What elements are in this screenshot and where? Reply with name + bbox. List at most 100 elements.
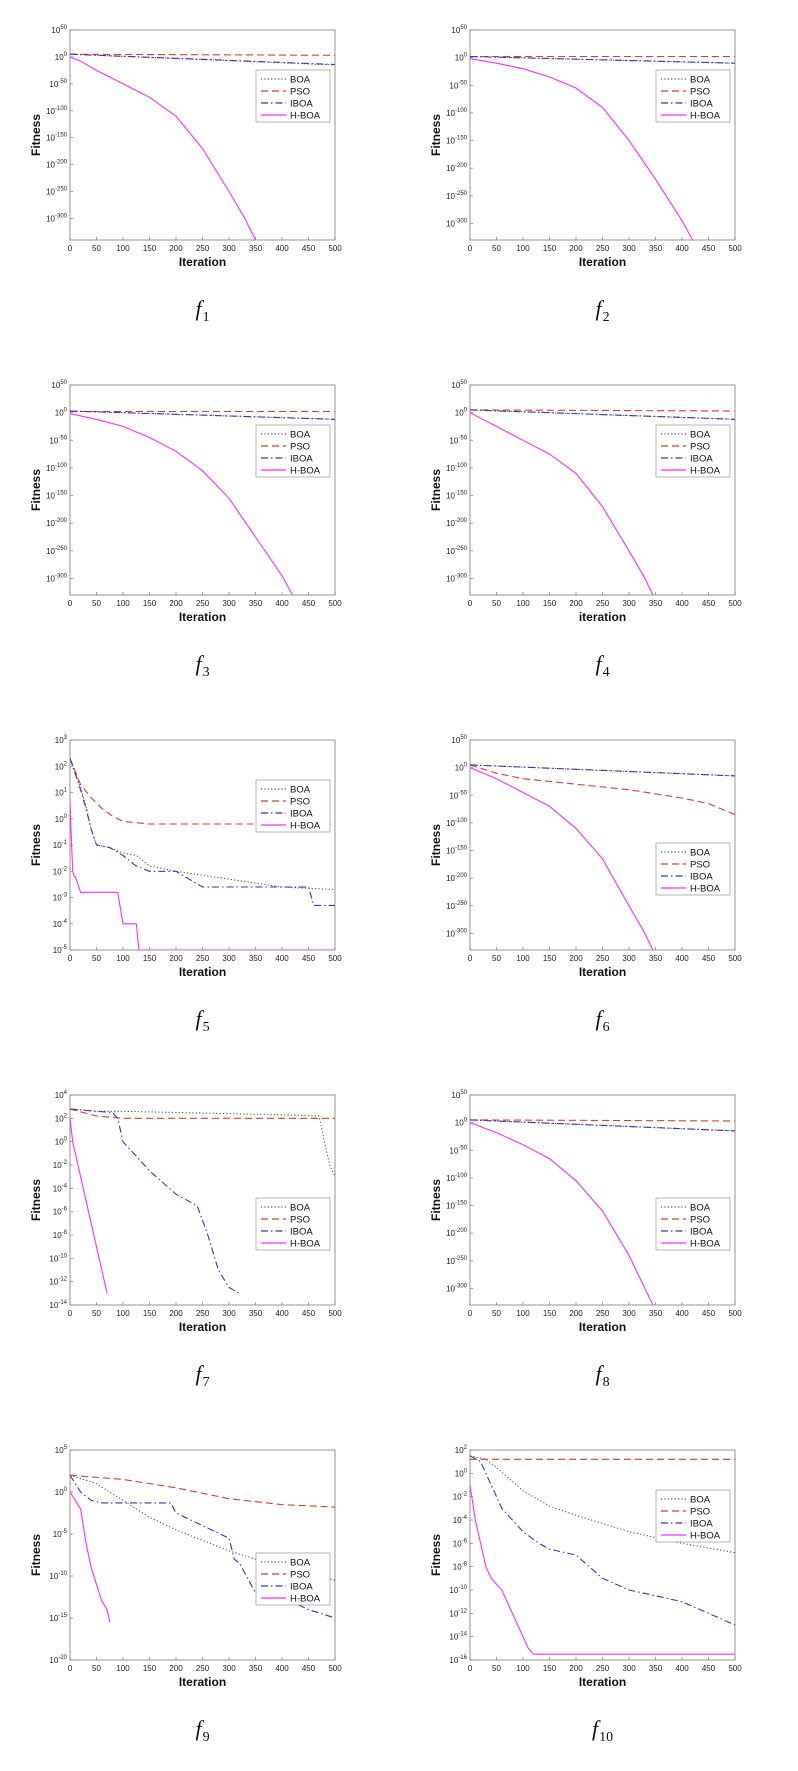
y-tick-label: 10-200 [446,518,468,528]
x-tick-label: 0 [468,599,473,608]
y-tick-label: 10-5 [53,1529,68,1539]
x-axis-label: Iteration [179,255,226,269]
series-line-iboa [470,1455,735,1626]
panel-label-base: f [591,1716,599,1741]
chart-f9: 0 50 100 150 200 250 300 350 400 450 500 105 100 10-5… [29,1445,342,1689]
x-tick-label: 500 [328,244,342,253]
y-axis-label: Fitness [429,114,443,156]
x-tick-label: 200 [169,954,183,963]
x-tick-label: 500 [328,599,342,608]
legend-label: H-BOA [690,1531,721,1542]
y-tick-label: 10-150 [446,846,468,856]
panel-label-f4: f4 [553,651,653,681]
y-tick-label: 100 [455,763,468,773]
series-line-pso [70,53,335,56]
y-tick-label: 10-6 [453,1538,468,1548]
series-line-h-boa [470,1484,735,1655]
legend-label: IBOA [290,1582,313,1593]
x-tick-label: 350 [249,954,263,963]
x-tick-label: 400 [675,599,689,608]
y-tick-label: 105 [55,1445,68,1455]
panel-label-base: f [195,651,202,676]
x-tick-label: 0 [468,244,473,253]
panel-label-subscript: 6 [602,1020,610,1035]
panel-label-f10: f10 [553,1716,653,1746]
panel-label-base: f [595,651,602,676]
x-tick-label: 500 [728,1309,742,1318]
series-line-h-boa [70,1491,111,1623]
plot-area [469,1449,736,1661]
x-tick-label: 0 [68,954,73,963]
y-tick-label: 10-3 [53,893,68,903]
legend-label: PSO [690,87,710,98]
legend-label: BOA [690,1495,711,1506]
panel-label-base: f [195,296,202,321]
y-axis-label: Fitness [429,1534,443,1576]
y-tick-label: 10-4 [53,1183,68,1193]
legend-label: PSO [690,1215,710,1226]
y-tick-label: 10-14 [449,1632,467,1642]
x-tick-label: 0 [468,954,473,963]
series-line-h-boa [70,56,256,240]
y-tick-label: 10-250 [46,546,68,556]
x-tick-label: 300 [222,599,236,608]
y-tick-label: 10-14 [49,1300,67,1310]
x-axis-label: Iteration [579,965,626,979]
series-line-boa [70,758,335,891]
y-tick-label: 10-200 [446,163,468,173]
x-tick-label: 0 [68,1309,73,1318]
series-line-iboa [470,764,735,777]
x-tick-label: 500 [728,954,742,963]
legend-label: H-BOA [290,1594,321,1605]
x-tick-label: 450 [302,1664,316,1673]
legend-label: H-BOA [290,111,321,122]
y-tick-label: 10-15 [49,1613,67,1623]
y-tick-label: 10-16 [449,1655,467,1665]
legend-label: IBOA [690,1227,713,1238]
legend-label: IBOA [690,454,713,465]
y-tick-label: 10-250 [446,546,468,556]
x-tick-label: 450 [702,1664,716,1673]
plot-area [69,29,336,241]
x-tick-label: 200 [169,599,183,608]
legend-label: PSO [290,442,310,453]
chart-f4: 0 50 100 150 200 250 300 350 400 450 500 1050 100 10-… [429,380,742,624]
legend-label: H-BOA [690,466,721,477]
series-line-h-boa [70,1118,108,1294]
y-tick-label: 102 [455,1445,468,1455]
x-tick-label: 50 [492,1309,501,1318]
x-tick-label: 150 [143,954,157,963]
chart-panel-f5: 0 50 100 150 200 250 300 350 400 450 500 103 102 101 1… [0,710,398,1060]
x-axis-label: Iteration [579,1675,626,1689]
series-line-h-boa [470,1122,654,1305]
y-tick-label: 1050 [451,25,467,35]
x-tick-label: 250 [596,599,610,608]
y-axis-label: Fitness [429,469,443,511]
y-tick-label: 10-12 [49,1277,67,1287]
legend-label: IBOA [290,99,313,110]
y-tick-label: 10-5 [53,945,68,955]
y-tick-label: 10-50 [449,790,467,800]
chart-f10: 0 50 100 150 200 250 300 350 400 450 500 102 100 10-2… [429,1445,742,1689]
chart-panel-f8: 0 50 100 150 200 250 300 350 400 450 500 1050 100 10-… [400,1065,798,1415]
y-tick-label: 102 [55,761,68,771]
y-axis-label: Fitness [29,1179,43,1221]
series-line-iboa [70,410,335,420]
x-tick-label: 200 [569,599,583,608]
y-tick-label: 10-10 [49,1571,67,1581]
series-line-pso [470,409,735,412]
x-tick-label: 250 [196,1309,210,1318]
x-tick-label: 50 [492,244,501,253]
series-line-pso [470,764,735,816]
x-tick-label: 250 [596,1664,610,1673]
series-group [470,764,735,950]
x-tick-label: 300 [622,599,636,608]
x-axis-label: Iteration [579,255,626,269]
y-tick-label: 10-50 [449,435,467,445]
x-tick-label: 200 [569,244,583,253]
x-axis-label: Iteration [179,1675,226,1689]
y-tick-label: 10-200 [46,518,68,528]
x-tick-label: 300 [622,244,636,253]
x-tick-label: 0 [68,244,73,253]
